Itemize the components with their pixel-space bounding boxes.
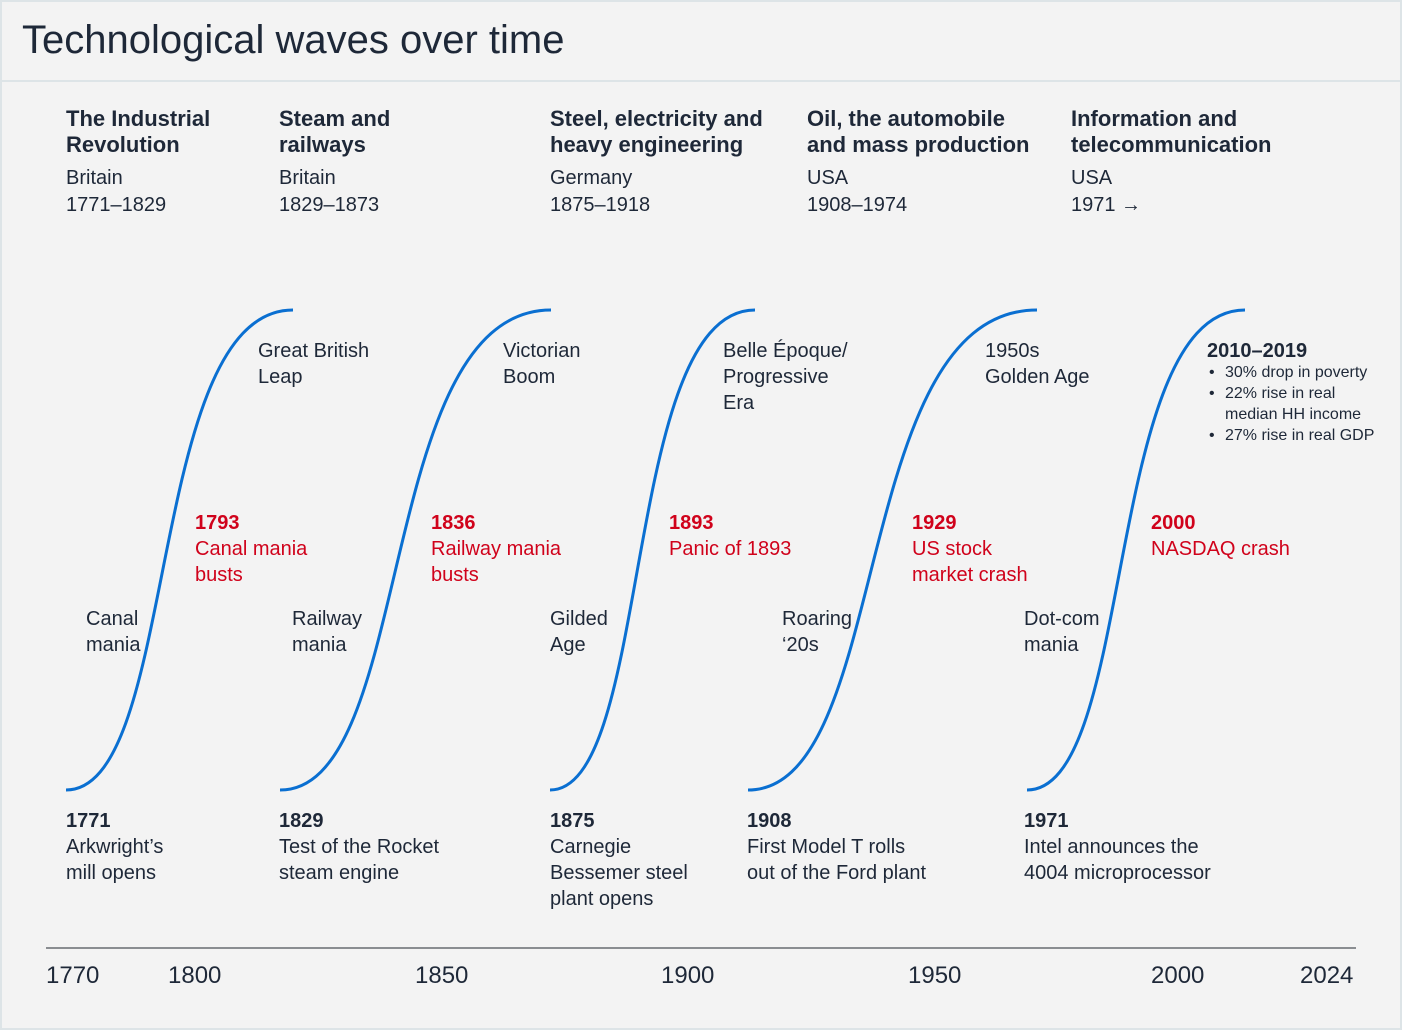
crash-year: 1929 (912, 512, 957, 534)
wave-period: 1829–1873 (279, 194, 380, 216)
axis-tick-label: 1800 (168, 962, 222, 989)
start-year: 1771 (66, 810, 111, 832)
wave-period: 1771–1829 (66, 194, 167, 216)
start-event: Carnegie Bessemer steel plant opens (550, 836, 688, 910)
mania-period-label: Gilded Age (550, 608, 608, 656)
axis-tick-label: 1770 (46, 962, 100, 989)
crash-year: 1893 (669, 512, 714, 534)
mania-period-label: Canal mania (86, 608, 141, 656)
boom-stats-list: 30% drop in poverty22% rise in real medi… (1207, 362, 1374, 446)
boom-period-label: Victorian Boom (503, 340, 581, 388)
mania-period-label: Dot-com mania (1024, 608, 1100, 656)
wave-title: Information and telecommunication (1071, 106, 1272, 157)
mania-period-label: Railway mania (292, 608, 363, 656)
wave-country: Britain (279, 167, 336, 189)
wave-curve (65, 308, 294, 792)
boom-period-label: Belle Époque/ Progressive Era (723, 340, 848, 414)
crash-year: 1836 (431, 512, 476, 534)
start-year: 1908 (747, 810, 792, 832)
wave-period: 1971 → (1071, 194, 1142, 216)
axis-tick-label: 1850 (415, 962, 469, 989)
wave-title: Oil, the automobile and mass production (807, 106, 1030, 157)
start-year: 1829 (279, 810, 324, 832)
crash-year: 1793 (195, 512, 240, 534)
axis-tick-label: 1950 (908, 962, 962, 989)
mania-period-label: Roaring ‘20s (782, 608, 853, 656)
wave-curve (549, 308, 756, 792)
wave-country: USA (807, 167, 849, 189)
wave-title: Steam and railways (279, 106, 391, 157)
title-bar: Technological waves over time (0, 0, 1402, 82)
crash-event: Canal mania busts (195, 538, 308, 586)
stat-bullet: 30% drop in poverty (1207, 362, 1374, 383)
crash-event: NASDAQ crash (1151, 538, 1290, 560)
crash-event: Panic of 1893 (669, 538, 792, 560)
start-year: 1875 (550, 810, 595, 832)
stat-bullet: 27% rise in real GDP (1207, 425, 1374, 446)
start-event: Intel announces the 4004 microprocessor (1024, 836, 1211, 884)
wave-curve (279, 308, 552, 792)
wave-period: 1875–1918 (550, 194, 651, 216)
crash-year: 2000 (1151, 512, 1196, 534)
stat-bullet: 22% rise in real median HH income (1207, 383, 1374, 425)
boom-period-label: Great British Leap (258, 340, 370, 388)
start-year: 1971 (1024, 810, 1069, 832)
wave-period: 1908–1974 (807, 194, 908, 216)
wave-country: USA (1071, 167, 1113, 189)
crash-event: Railway mania busts (431, 538, 562, 586)
start-event: First Model T rolls out of the Ford plan… (747, 836, 927, 884)
wave-curve (747, 308, 1038, 792)
wave-curve (1026, 308, 1246, 792)
start-event: Arkwright’s mill opens (66, 836, 164, 884)
wave-country: Britain (66, 167, 123, 189)
boom-period-label: 2010–2019 (1207, 340, 1308, 362)
axis-tick-label: 1900 (661, 962, 715, 989)
wave-title: The Industrial Revolution (66, 106, 211, 157)
crash-event: US stock market crash (912, 538, 1028, 586)
axis-tick-label: 2000 (1151, 962, 1205, 989)
wave-country: Germany (550, 167, 633, 189)
axis-tick-label: 2024 (1300, 962, 1354, 989)
wave-title: Steel, electricity and heavy engineering (550, 106, 763, 157)
boom-period-label: 1950s Golden Age (985, 340, 1090, 388)
page-title: Technological waves over time (22, 18, 565, 62)
start-event: Test of the Rocket steam engine (279, 836, 440, 884)
